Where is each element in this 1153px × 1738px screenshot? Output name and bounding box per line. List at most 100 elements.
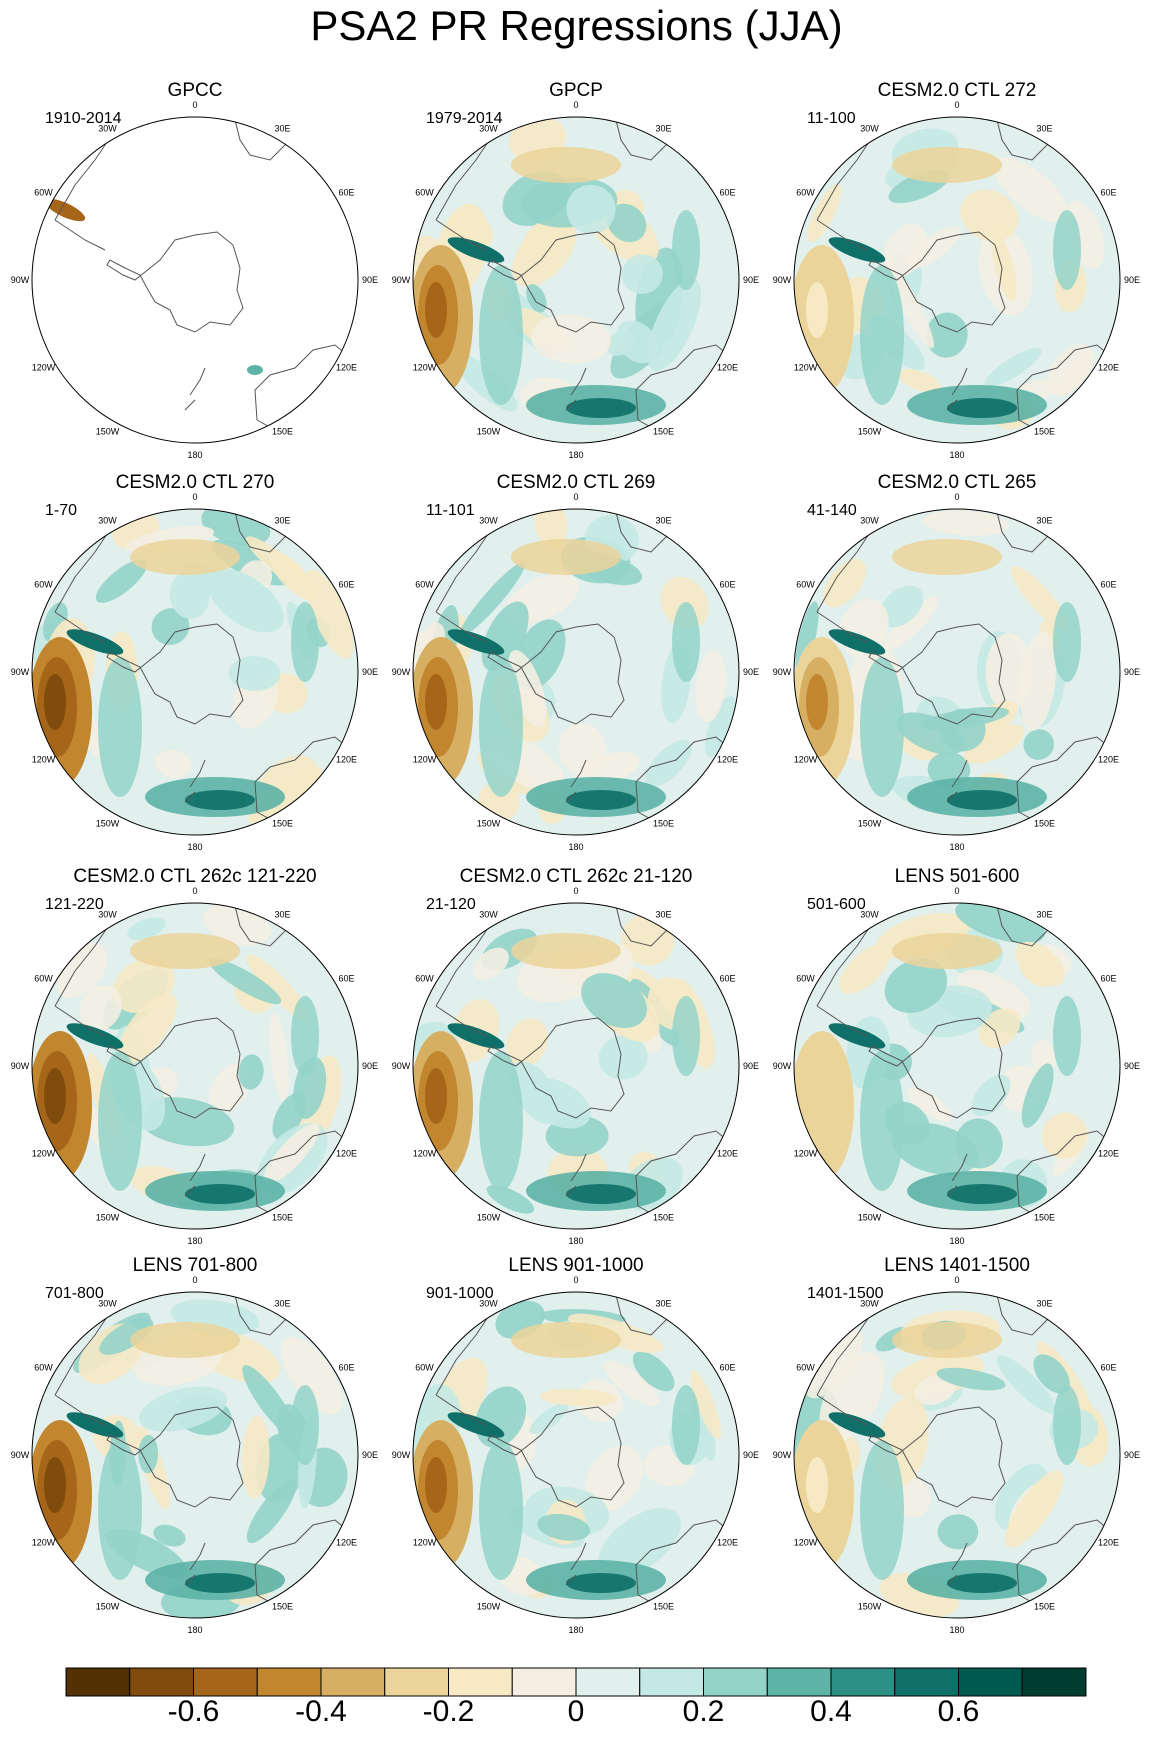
- map-panel: CESM2.0 CTL 262c 21-120 0 30E 60E 90E 120E 150…: [392, 866, 759, 1256]
- longitude-label: 150E: [1034, 1213, 1055, 1223]
- longitude-label: 30E: [1036, 123, 1052, 133]
- polar-map: 0 30E 60E 90E 120E 150E 180 150W 120W 90W 60W 30W: [773, 886, 1140, 1246]
- longitude-label: 150E: [1034, 427, 1055, 437]
- longitude-label: 120E: [1098, 363, 1119, 373]
- longitude-label: 60W: [796, 188, 815, 198]
- longitude-label: 150E: [653, 819, 674, 829]
- colorbar-tick-label: -0.4: [295, 1695, 347, 1728]
- longitude-label: 90E: [362, 667, 378, 677]
- longitude-label: 150W: [96, 427, 120, 437]
- longitude-label: 30E: [1036, 515, 1052, 525]
- longitude-label: 90E: [362, 275, 378, 285]
- longitude-label: 60E: [1101, 188, 1117, 198]
- colorbar-swatch: [958, 1667, 1023, 1697]
- colorbar-swatch: [448, 1667, 513, 1697]
- longitude-label: 30E: [274, 1298, 290, 1308]
- polar-map: 0 30E 60E 90E 120E 150E 180 150W 120W 90W 60W 30W: [392, 492, 759, 852]
- longitude-label: 150W: [477, 819, 501, 829]
- longitude-label: 30E: [655, 1298, 671, 1308]
- longitude-label: 120E: [1098, 1538, 1119, 1548]
- longitude-label: 60W: [415, 974, 434, 984]
- colorbar-tick-label: 0.4: [810, 1695, 852, 1728]
- longitude-label: 30W: [860, 1298, 879, 1308]
- longitude-label: 120W: [413, 1538, 437, 1548]
- polar-map: 0 30E 60E 90E 120E 150E 180 150W 120W 90W 60W 30W: [773, 1275, 1140, 1635]
- map-panel: CESM2.0 CTL 269 0 30E 60E 90E 120E 150E 180 150W…: [392, 472, 759, 862]
- longitude-label: 0: [192, 100, 197, 110]
- longitude-label: 150E: [653, 1602, 674, 1612]
- longitude-label: 30W: [479, 909, 498, 919]
- panel-title: LENS 501-600: [894, 866, 1020, 887]
- longitude-label: 150W: [96, 1602, 120, 1612]
- panel-title: CESM2.0 CTL 265: [877, 472, 1037, 493]
- longitude-label: 90W: [773, 1061, 792, 1071]
- longitude-label: 90E: [1124, 1450, 1140, 1460]
- longitude-label: 0: [573, 100, 578, 110]
- longitude-label: 120E: [1098, 1149, 1119, 1159]
- longitude-label: 120W: [794, 1538, 818, 1548]
- colorbar-tick-label: 0.6: [937, 1695, 980, 1728]
- colorbar-swatch: [639, 1667, 704, 1697]
- longitude-label: 30W: [479, 123, 498, 133]
- longitude-label: 180: [568, 1236, 583, 1246]
- longitude-label: 120E: [336, 1149, 357, 1159]
- panel-period: 21-120: [426, 896, 476, 913]
- panel-period: 1-70: [45, 502, 78, 519]
- longitude-label: 120E: [717, 1149, 738, 1159]
- panel-title: GPCC: [167, 80, 223, 101]
- longitude-label: 0: [573, 492, 578, 502]
- colorbar-tick-label: 0.2: [682, 1695, 725, 1728]
- longitude-label: 60W: [415, 188, 434, 198]
- colorbar-swatch: [766, 1667, 832, 1697]
- longitude-label: 120W: [794, 363, 818, 373]
- longitude-label: 90W: [11, 275, 30, 285]
- panel-period: 11-100: [807, 110, 856, 127]
- colorbar-swatch: [193, 1667, 258, 1697]
- longitude-label: 90E: [1124, 275, 1140, 285]
- longitude-label: 120W: [32, 1149, 56, 1159]
- longitude-label: 150W: [96, 1213, 120, 1223]
- panel-title: CESM2.0 CTL 262c 21-120: [459, 866, 693, 887]
- longitude-label: 60W: [796, 1363, 815, 1373]
- map-panel: LENS 1401-1500 0 30E 60E 90E 120E 150E 180 150W 1…: [773, 1255, 1140, 1645]
- map-panel: GPCC 0 30E 60E 90E 120E 150E 180 150W 120W 90W 60W 3…: [11, 80, 378, 470]
- longitude-label: 120E: [717, 755, 738, 765]
- longitude-label: 30W: [98, 1298, 117, 1308]
- longitude-label: 180: [949, 1625, 964, 1635]
- longitude-label: 60E: [720, 580, 736, 590]
- longitude-label: 150E: [272, 427, 293, 437]
- longitude-label: 60W: [34, 580, 53, 590]
- panel-period: 121-220: [45, 896, 104, 913]
- colorbar-swatch: [1021, 1667, 1087, 1697]
- longitude-label: 60W: [415, 1363, 434, 1373]
- longitude-label: 180: [187, 1236, 202, 1246]
- longitude-label: 60W: [796, 974, 815, 984]
- map-panel: CESM2.0 CTL 262c 121-220 0 30E 60E 90E 120E 15…: [11, 866, 378, 1256]
- longitude-label: 60W: [415, 580, 434, 590]
- panel-title: LENS 1401-1500: [884, 1255, 1030, 1276]
- longitude-label: 60E: [339, 580, 355, 590]
- longitude-label: 120W: [413, 755, 437, 765]
- longitude-label: 180: [187, 450, 202, 460]
- colorbar-swatch: [511, 1667, 577, 1697]
- panel-title: CESM2.0 CTL 269: [496, 472, 656, 493]
- colorbar-swatch: [384, 1667, 449, 1697]
- longitude-label: 150E: [653, 427, 674, 437]
- polar-map: 0 30E 60E 90E 120E 150E 180 150W 120W 90W 60W 30W: [392, 1275, 759, 1635]
- longitude-label: 90W: [11, 667, 30, 677]
- longitude-label: 0: [192, 1275, 197, 1285]
- panel-period: 501-600: [807, 896, 866, 913]
- longitude-label: 180: [949, 842, 964, 852]
- longitude-label: 120W: [794, 755, 818, 765]
- longitude-label: 60W: [796, 580, 815, 590]
- longitude-label: 180: [568, 842, 583, 852]
- colorbar-tick-label: -0.2: [422, 1695, 475, 1728]
- map-panel: GPCP 0 30E 60E 90E 120E 150E 180 150W 120W 90W 60W 3…: [392, 80, 759, 470]
- polar-map: 0 30E 60E 90E 120E 150E 180 150W 120W 90W 60W 30W: [11, 492, 378, 852]
- longitude-label: 180: [187, 842, 202, 852]
- longitude-label: 30E: [1036, 1298, 1052, 1308]
- panel-title: GPCP: [549, 80, 603, 101]
- longitude-label: 90E: [1124, 1061, 1140, 1071]
- longitude-label: 30E: [274, 123, 290, 133]
- colorbar-swatch: [320, 1667, 386, 1697]
